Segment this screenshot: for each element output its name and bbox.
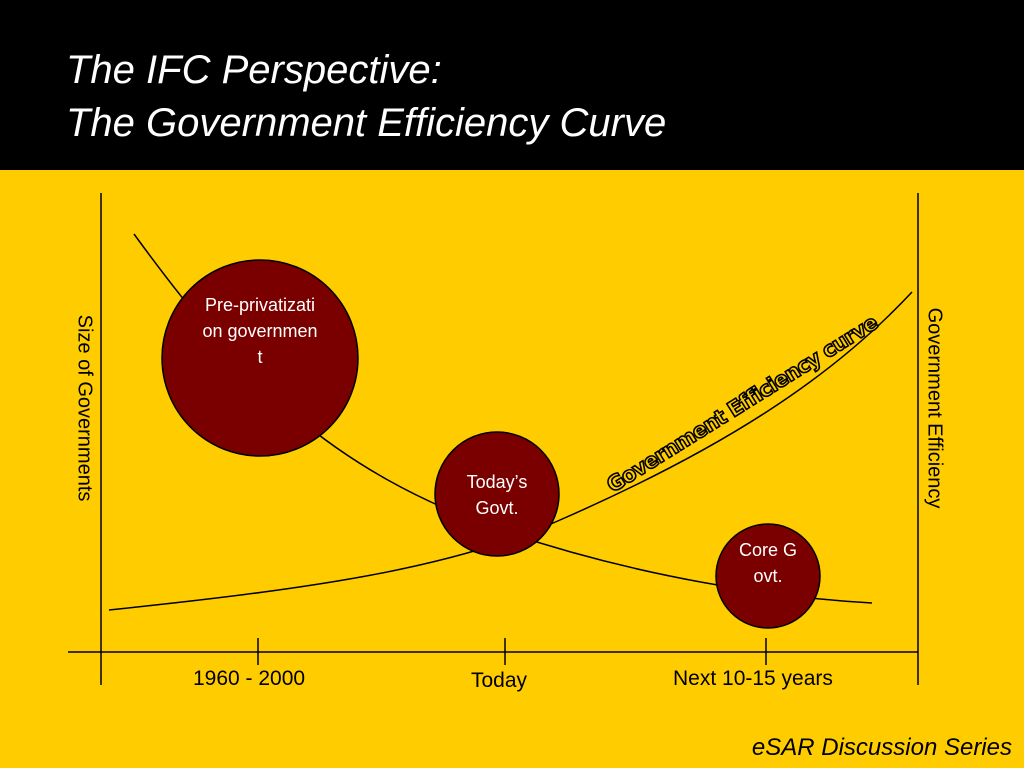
todays-govt-label: Today’s Govt.: [466, 472, 528, 518]
timeline-label-1960-2000: 1960 - 2000: [193, 667, 306, 690]
todays-govt-circle: [434, 431, 560, 557]
pre-privatization-circle: [161, 259, 359, 457]
pre-privatization-label: Pre-privatization government: [202, 295, 318, 367]
header-bar: [0, 0, 1024, 170]
timeline-label-today: Today: [471, 669, 528, 692]
core-govt-label: Core Govt.: [738, 540, 798, 586]
left-axis-label: Size of Governments: [73, 314, 96, 502]
right-axis-label: Government Efficiency: [923, 307, 946, 509]
slide-title-line-2: The Government Efficiency Curve: [66, 101, 667, 145]
core-govt-circle: [715, 523, 821, 629]
government-efficiency-curve: [108, 291, 913, 611]
timeline-label-next-years: Next 10-15 years: [673, 667, 833, 690]
slide-title-line-1: The IFC Perspective:: [66, 48, 442, 92]
footer-series-label: eSAR Discussion Series: [751, 734, 1012, 761]
efficiency-diagram: [68, 193, 919, 685]
